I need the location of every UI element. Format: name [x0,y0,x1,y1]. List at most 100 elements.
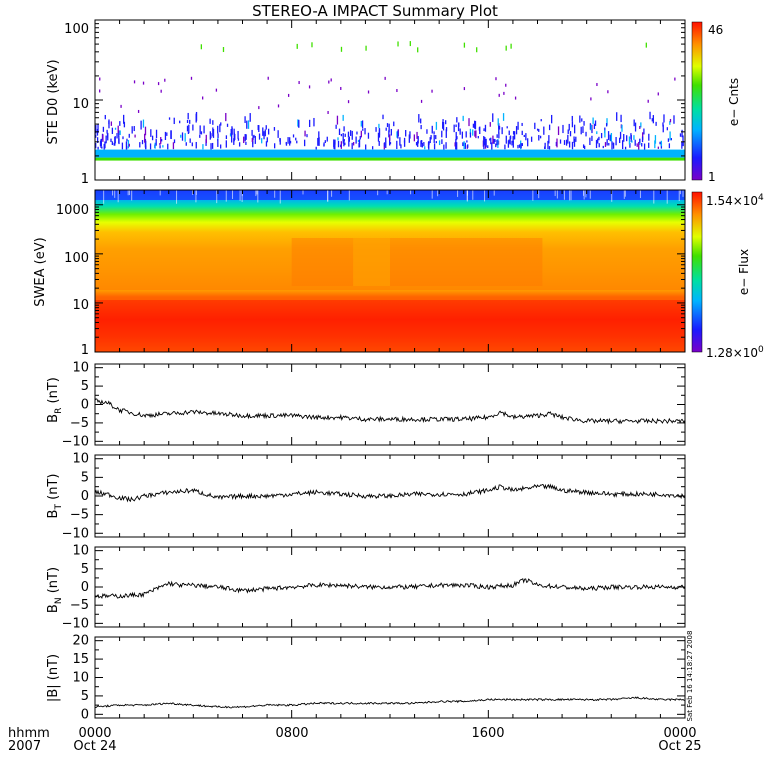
ste-count-mark [619,137,621,144]
ste-count-mark [548,146,551,150]
ste-count-mark [515,126,518,135]
ste-count-mark [602,145,604,149]
swea-streak [386,190,388,195]
br-ytick-label: 10 [72,361,89,376]
ste-count-mark [521,130,523,136]
ste-count-mark [511,140,513,146]
ste-count-mark [326,136,328,142]
ste-count-mark [498,132,500,139]
ste-count-mark [103,143,105,150]
time-label: hhmm [8,726,50,741]
ste-count-mark [512,140,514,148]
ste-count-mark [640,122,642,128]
ste-count-mark [619,131,622,139]
ste-count-mark [484,137,486,146]
ste-sparse-mark [431,89,433,93]
ste-count-mark [265,125,267,130]
swea-streak [114,190,116,198]
bt-ytick-label: −10 [62,526,89,541]
swea-streak [257,190,259,203]
ste-count-mark [155,138,157,146]
ste-count-mark [385,140,387,149]
ste-count-mark [203,125,205,134]
ste-count-mark [323,142,325,146]
ste-count-mark [388,130,390,138]
ste-count-mark [591,135,593,142]
swea-streak [331,190,333,197]
swea-streak [585,190,587,198]
ste-count-mark [131,126,133,134]
ste-count-mark [681,141,683,149]
ste-count-mark [189,119,191,124]
swea-streak [279,190,281,204]
ste-count-mark [351,142,353,150]
ste-count-mark [580,126,582,135]
ste-count-mark [150,129,152,137]
ste-count-mark [378,129,381,138]
ste-sparse-mark [142,81,145,85]
ste-count-mark [621,140,624,150]
ste-count-mark [548,124,551,131]
ste-count-mark [279,138,281,145]
ste-count-mark [474,130,476,137]
swea-streak [127,190,129,196]
ste-sparse-mark [505,83,507,87]
ste-count-mark [367,132,370,139]
ste-count-mark [643,128,645,135]
ste-count-mark [643,143,646,150]
ste-count-mark [388,137,391,146]
bmag-series-line [94,696,686,709]
ste-count-mark [111,141,114,146]
ste-count-mark [151,135,154,141]
ste-count-mark [107,132,109,141]
ste-count-mark [633,119,635,127]
ste-count-mark [238,142,241,147]
swea-colorbar-min-mantissa: 1.28×10 [706,346,758,360]
ste-count-mark [435,135,437,140]
ste-count-mark [441,139,443,145]
swea-streak [225,190,227,202]
ste-count-mark [188,124,190,134]
ste-count-mark [186,119,189,124]
ste-count-mark [388,123,390,133]
swea-streak [195,190,197,203]
ste-count-mark [497,139,499,148]
ste-count-mark [287,137,289,144]
ste-count-mark [408,134,410,143]
ste-count-mark [357,139,360,143]
ste-count-mark [159,143,161,146]
ste-tick-1: 1 [81,172,89,187]
ste-sparse-mark [267,76,269,80]
ste-count-mark [306,134,308,138]
swea-streak [563,190,565,200]
ste-count-mark [417,140,419,147]
ste-count-mark [144,126,147,136]
ste-count-mark [660,140,662,147]
ste-count-mark [543,126,545,135]
ste-count-mark [505,135,507,144]
ste-count-mark [597,138,599,144]
ste-count-mark [393,121,395,127]
ste-count-mark [455,138,457,147]
ste-count-mark [359,135,361,140]
ste-count-mark [504,144,506,150]
ste-count-mark [117,125,119,134]
ste-count-mark [348,137,350,147]
ste-count-mark [641,143,643,147]
ste-count-mark [568,123,570,131]
ste-count-mark [639,125,641,129]
ste-count-mark [496,134,498,138]
ste-count-mark [313,117,315,127]
ste-sparse-mark [514,96,517,100]
ste-count-mark [539,135,542,139]
ste-count-mark [456,142,458,150]
ste-count-mark [385,137,387,142]
ste-count-mark [563,140,566,145]
ste-count-mark [96,137,99,143]
ste-count-mark [337,140,340,148]
ste-count-mark [497,140,500,145]
ste-count-mark [249,113,251,122]
bn-ytick-label: −10 [62,616,89,631]
ste-count-mark [265,141,268,147]
ste-count-mark [258,133,261,140]
